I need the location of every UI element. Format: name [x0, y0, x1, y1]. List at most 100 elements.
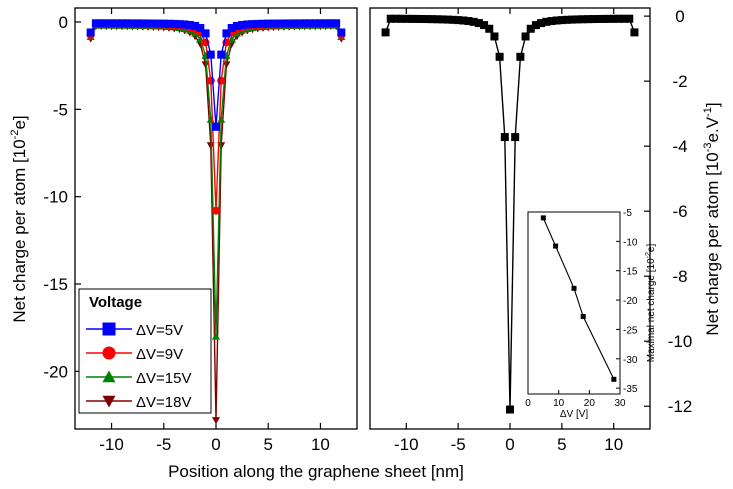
right-x-tick-label: -10 — [394, 435, 419, 454]
series-point-0 — [175, 20, 184, 29]
right-series-point — [490, 32, 499, 41]
right-series-point — [464, 17, 473, 26]
right-x-tick-label: 10 — [604, 435, 623, 454]
legend-marker-1 — [102, 346, 116, 360]
right-series-point — [391, 14, 400, 23]
inset-ticks: 0 10 20 30 -5 -10 -15 -20 -25 -30 -35 — [525, 208, 638, 409]
series-point-0 — [133, 19, 142, 28]
right-series-point — [521, 32, 530, 41]
series-point-3 — [222, 61, 231, 69]
legend-label-3: ΔV=18V — [136, 394, 191, 411]
series-point-0 — [97, 19, 106, 28]
right-y-tick-label: -12 — [668, 397, 693, 416]
right-series-point — [386, 14, 395, 23]
right-series-point — [423, 15, 432, 24]
right-series-point — [443, 15, 452, 24]
series-point-0 — [217, 50, 226, 59]
inset-x-tick-label: 10 — [553, 398, 565, 409]
series-point-0 — [274, 19, 283, 28]
series-point-0 — [149, 19, 158, 28]
left-y-axis-title: Net charge per atom [10-2e] — [9, 115, 29, 322]
legend-label-2: ΔV=15V — [136, 370, 191, 387]
series-point-0 — [196, 23, 205, 32]
series-point-0 — [253, 19, 262, 28]
right-series-point — [547, 17, 556, 26]
right-y-tick-label: -2 — [672, 72, 687, 91]
right-x-tick-label: -5 — [451, 435, 466, 454]
legend-label-1: ΔV=9V — [136, 346, 183, 363]
right-series-point — [542, 17, 551, 26]
right-series-point — [609, 14, 618, 23]
inset-series-group — [540, 215, 617, 382]
series-point-0 — [243, 20, 252, 29]
right-x-tick-label: 0 — [505, 435, 514, 454]
inset-y-tick-label: -30 — [623, 355, 638, 366]
right-series-point — [563, 15, 572, 24]
series-point-0 — [144, 19, 153, 28]
right-series-point — [506, 405, 514, 414]
right-series-point — [485, 24, 494, 33]
right-y-tick-label: -4 — [672, 137, 687, 156]
legend-label-0: ΔV=5V — [136, 322, 183, 339]
inset-x-tick-label: 0 — [525, 398, 531, 409]
series-point-3 — [201, 61, 210, 69]
inset-panel: 0 10 20 30 -5 -10 -15 -20 -25 -30 -35 ΔV [V] Maxim… — [525, 208, 657, 420]
inset-plot-frame — [527, 211, 621, 395]
right-y-tick-label: -6 — [672, 202, 687, 221]
right-series-point — [474, 19, 483, 28]
right-series-point — [459, 16, 468, 25]
series-point-0 — [107, 19, 116, 28]
series-point-0 — [300, 19, 309, 28]
series-point-0 — [185, 20, 194, 29]
legend-marker-3 — [102, 395, 116, 408]
series-point-0 — [290, 19, 299, 28]
inset-y-tick-label: -15 — [623, 267, 638, 278]
series-point-0 — [295, 19, 304, 28]
right-series-point — [630, 28, 639, 37]
legend: Voltage ΔV=5V ΔV=9V ΔV=15V ΔV=18V — [78, 288, 212, 414]
series-point-0 — [91, 19, 100, 28]
series-point-0 — [337, 28, 346, 37]
series-point-0 — [102, 19, 111, 28]
left-y-tick-label: -15 — [43, 275, 68, 294]
series-point-0 — [159, 19, 168, 28]
right-series-point — [573, 15, 582, 24]
right-series-point — [438, 15, 447, 24]
right-y-tick-label: -10 — [668, 332, 693, 351]
inset-x-tick-label: 20 — [584, 398, 596, 409]
series-point-0 — [206, 50, 215, 59]
series-point-0 — [112, 19, 121, 28]
series-point-0 — [285, 19, 294, 28]
series-point-0 — [118, 19, 126, 28]
right-series-point — [381, 28, 390, 37]
series-point-0 — [238, 20, 247, 29]
right-series-point — [417, 14, 426, 23]
right-y-tick-label: 0 — [675, 7, 684, 26]
series-point-2 — [212, 332, 220, 340]
right-series-point — [531, 21, 540, 30]
left-x-tick-label: 10 — [311, 435, 330, 454]
right-series-point — [495, 52, 504, 61]
right-series-point — [625, 14, 634, 23]
series-point-1 — [212, 206, 220, 215]
right-series-point — [511, 133, 520, 142]
right-series-point — [516, 52, 525, 61]
legend-entries: ΔV=5V ΔV=9V ΔV=15V ΔV=18V — [86, 322, 191, 411]
left-x-tick-label: 0 — [211, 435, 220, 454]
right-series-point — [620, 14, 629, 23]
series-point-0 — [264, 19, 273, 28]
series-point-0 — [191, 21, 200, 30]
legend-marker-2 — [102, 370, 116, 383]
right-x-tick-label: 5 — [557, 435, 566, 454]
right-series-point — [568, 15, 577, 24]
inset-point — [540, 215, 546, 221]
right-series-point — [469, 17, 478, 26]
inset-point — [553, 243, 559, 249]
left-x-tick-label: -5 — [156, 435, 171, 454]
series-point-0 — [269, 19, 278, 28]
left-y-tick-label: -20 — [43, 362, 68, 381]
right-series-point — [454, 16, 463, 25]
series-point-0 — [306, 19, 314, 28]
right-series-point — [480, 21, 489, 30]
right-series-point — [614, 14, 623, 23]
